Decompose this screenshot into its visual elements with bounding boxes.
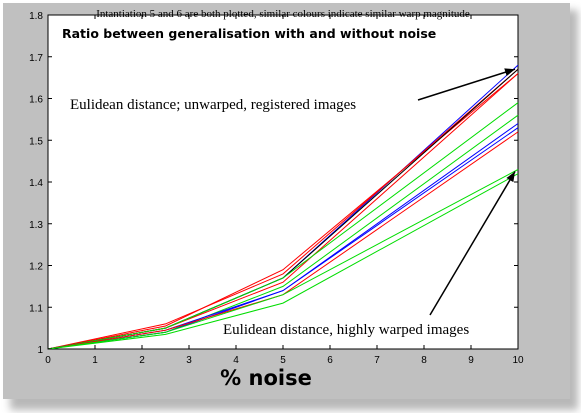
x-tick-label: 6 [327,355,333,366]
y-tick-label: 1.8 [29,11,43,22]
figure-title: Intantiation 5 and 6 are both plotted, s… [96,8,470,20]
y-tick-label: 1.2 [29,262,43,273]
series-lines [47,64,519,350]
x-tick-label: 2 [139,355,145,366]
annotation-warped: Eulidean distance, highly warped images [223,322,469,338]
x-tick-label: 0 [45,355,51,366]
y-tick-label: 1.1 [29,303,43,314]
series-line-10 [47,131,519,350]
x-tick-label: 5 [280,355,286,366]
x-tick-label: 4 [233,355,239,366]
plot-area-background [47,14,519,350]
annotation-arrows [417,68,516,316]
x-tick-label: 3 [186,355,192,366]
y-tick-label: 1.7 [29,53,43,64]
series-line-11 [47,169,519,350]
annotation-arrow-head [504,68,515,77]
series-line-3 [47,68,519,350]
series-line-6 [47,102,519,350]
y-tick-label: 1.5 [29,136,43,147]
series-line-12 [47,173,519,350]
annotation-arrow-line [429,171,516,316]
annotation-arrow-head [506,171,515,183]
y-tick-label: 1.4 [29,178,43,189]
chart-subtitle: Ratio between generalisation with and wi… [62,26,436,41]
x-tick-label: 9 [468,355,474,366]
y-tick-label: 1.3 [29,220,43,231]
x-tick-label: 1 [92,355,98,366]
x-tick-label: 7 [374,355,380,366]
x-axis-label: % noise [220,366,312,390]
x-tick-label: 8 [421,355,427,366]
y-tick-label: 1 [37,345,43,356]
y-tick-label: 1.6 [29,95,43,106]
x-tick-label: 10 [512,355,524,366]
annotation-arrow-line [417,68,516,101]
annotation-unwarped: Eulidean distance; unwarped, registered … [70,97,356,113]
